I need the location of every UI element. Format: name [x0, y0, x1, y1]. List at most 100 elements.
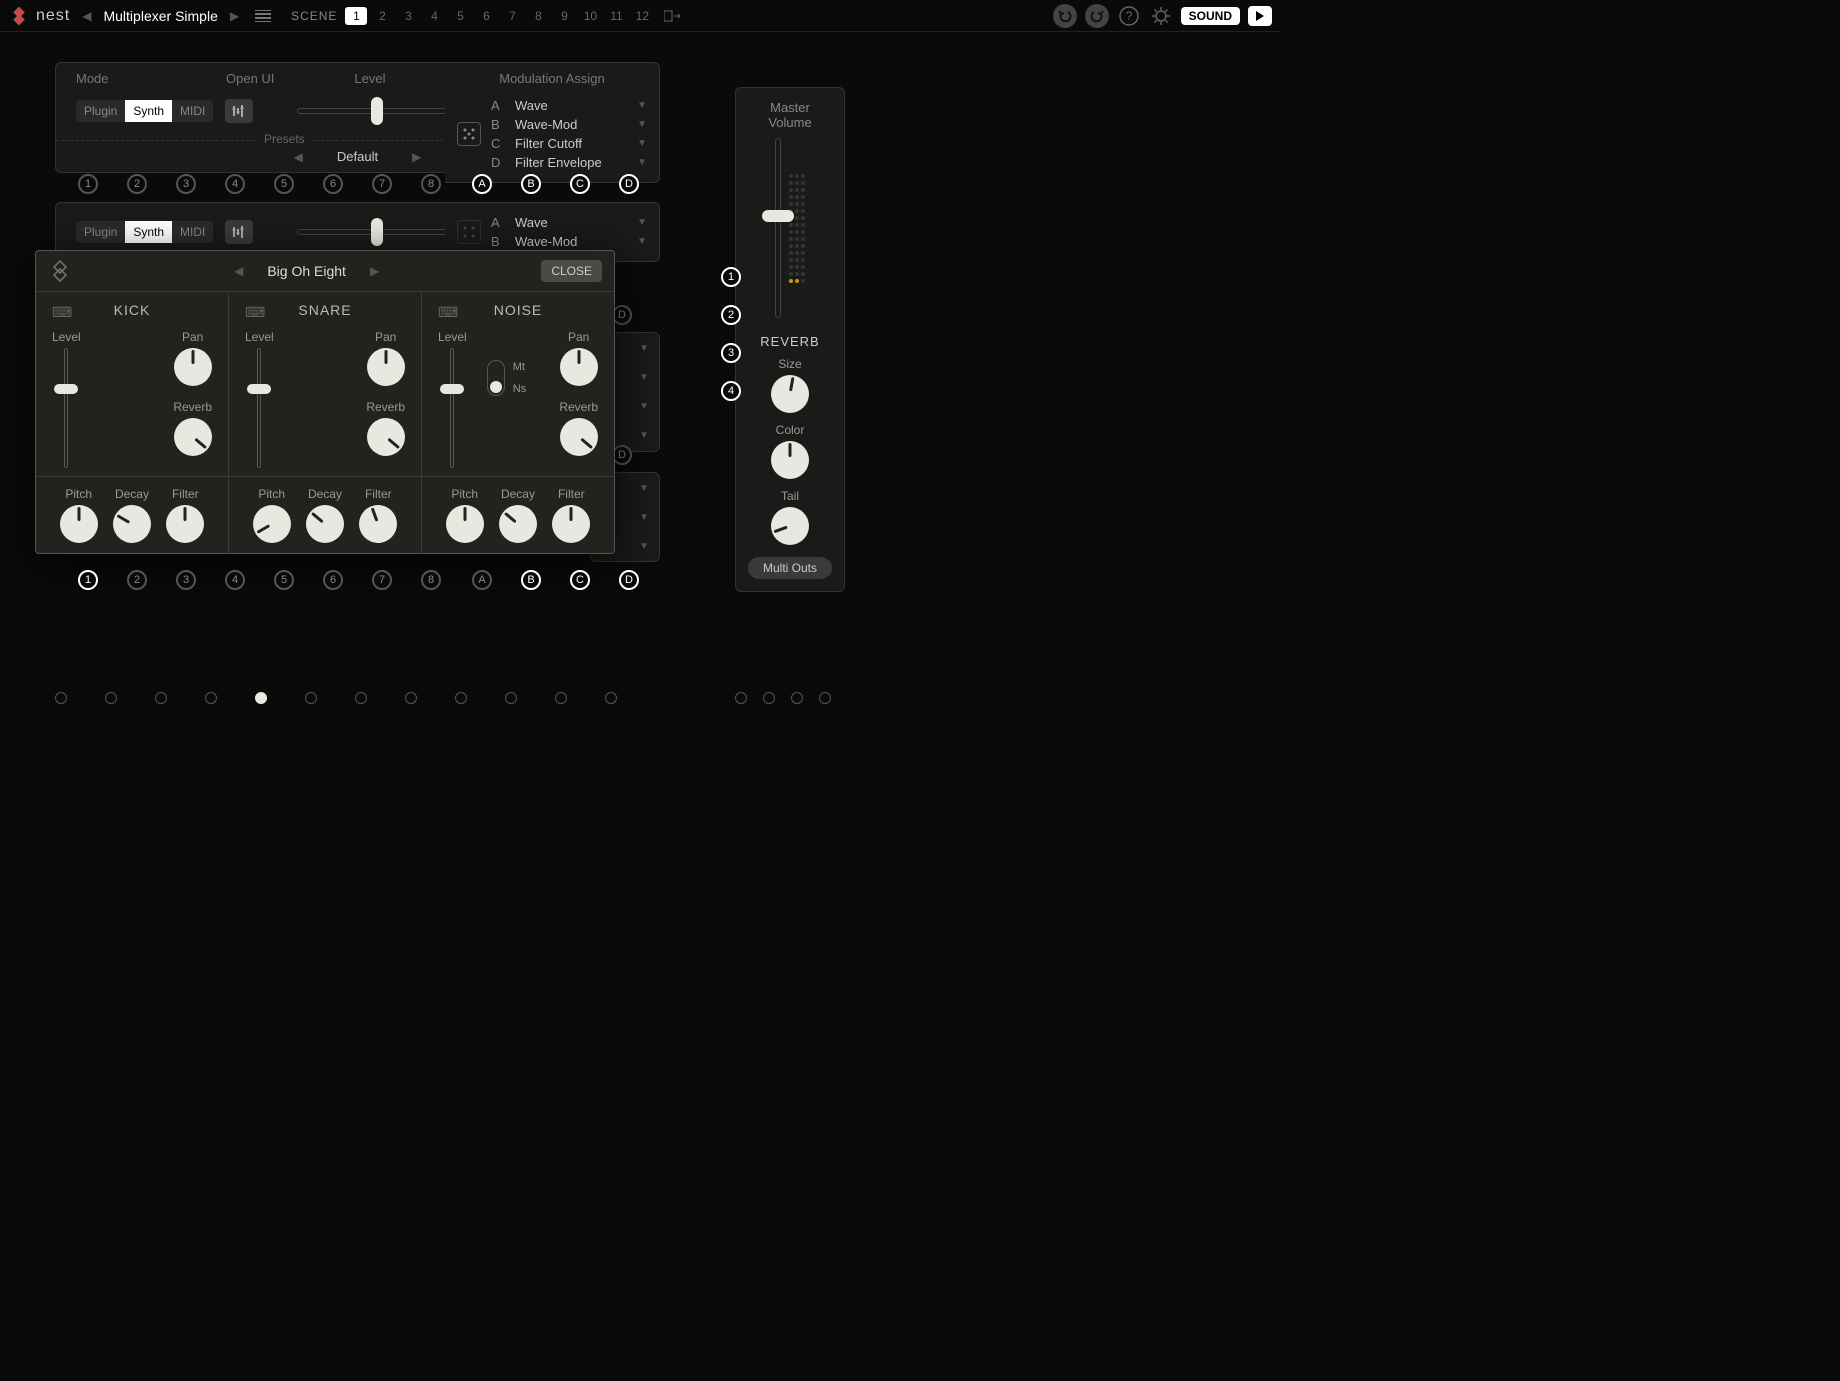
mode-synth[interactable]: Synth [125, 221, 172, 243]
port-d[interactable]: D [612, 305, 632, 325]
scene-button-12[interactable]: 12 [631, 7, 653, 25]
scene-button-2[interactable]: 2 [371, 7, 393, 25]
undo-icon[interactable] [1053, 4, 1077, 28]
mod-row-a[interactable]: AWave▼ [491, 213, 647, 232]
tail-knob[interactable] [771, 507, 809, 545]
randomize-icon-2[interactable] [457, 220, 481, 244]
bottom-port-5[interactable]: 5 [274, 570, 294, 590]
bottom-port-c[interactable]: C [570, 570, 590, 590]
scene-button-4[interactable]: 4 [423, 7, 445, 25]
output-jack[interactable] [155, 692, 167, 704]
master-port-3[interactable]: 3 [721, 343, 741, 363]
port-7[interactable]: 7 [372, 174, 392, 194]
randomize-icon[interactable] [457, 122, 481, 146]
port-d[interactable]: D [612, 445, 632, 465]
port-2[interactable]: 2 [127, 174, 147, 194]
mode-selector[interactable]: PluginSynthMIDI [76, 100, 213, 122]
scene-button-6[interactable]: 6 [475, 7, 497, 25]
port-1[interactable]: 1 [78, 174, 98, 194]
bottom-port-7[interactable]: 7 [372, 570, 392, 590]
output-jack[interactable] [555, 692, 567, 704]
scene-button-7[interactable]: 7 [501, 7, 523, 25]
chevron-down-icon[interactable]: ▼ [639, 512, 649, 523]
chevron-down-icon[interactable]: ▼ [639, 483, 649, 494]
mode-plugin[interactable]: Plugin [76, 221, 125, 243]
decay-knob[interactable] [499, 505, 537, 543]
port-6[interactable]: 6 [323, 174, 343, 194]
port-b[interactable]: B [521, 174, 541, 194]
reverb-knob[interactable] [174, 418, 212, 456]
output-jack[interactable] [605, 692, 617, 704]
port-8[interactable]: 8 [421, 174, 441, 194]
prev-project-icon[interactable]: ◀ [78, 9, 95, 23]
output-jack[interactable] [355, 692, 367, 704]
chevron-down-icon[interactable]: ▼ [639, 372, 649, 383]
scene-button-10[interactable]: 10 [579, 7, 601, 25]
mod-row-c[interactable]: CFilter Cutoff▼ [491, 134, 647, 153]
port-d[interactable]: D [619, 174, 639, 194]
scene-button-1[interactable]: 1 [345, 7, 367, 25]
port-3[interactable]: 3 [176, 174, 196, 194]
bottom-port-d[interactable]: D [619, 570, 639, 590]
preset-name[interactable]: Default [337, 149, 378, 164]
bottom-port-6[interactable]: 6 [323, 570, 343, 590]
mode-midi[interactable]: MIDI [172, 221, 213, 243]
pan-knob[interactable] [367, 348, 405, 386]
level-slider[interactable] [257, 348, 261, 468]
output-jack[interactable] [455, 692, 467, 704]
mod-row-b[interactable]: BWave-Mod▼ [491, 232, 647, 251]
mod-row-a[interactable]: AWave▼ [491, 96, 647, 115]
scene-button-8[interactable]: 8 [527, 7, 549, 25]
bottom-port-a[interactable]: A [472, 570, 492, 590]
reverb-knob[interactable] [367, 418, 405, 456]
output-jack[interactable] [105, 692, 117, 704]
level-slider[interactable] [297, 108, 457, 114]
scene-button-5[interactable]: 5 [449, 7, 471, 25]
master-port-1[interactable]: 1 [721, 267, 741, 287]
level-slider-2[interactable] [297, 229, 457, 235]
multi-outs-button[interactable]: Multi Outs [748, 557, 832, 579]
master-volume-slider[interactable] [775, 138, 781, 318]
output-jack[interactable] [791, 692, 803, 704]
prev-preset-popup-icon[interactable]: ◀ [230, 264, 247, 278]
filter-knob[interactable] [166, 505, 204, 543]
decay-knob[interactable] [306, 505, 344, 543]
bottom-port-2[interactable]: 2 [127, 570, 147, 590]
next-preset-popup-icon[interactable]: ▶ [366, 264, 383, 278]
level-slider[interactable] [450, 348, 454, 468]
output-jack[interactable] [505, 692, 517, 704]
mode-plugin[interactable]: Plugin [76, 100, 125, 122]
bottom-port-b[interactable]: B [521, 570, 541, 590]
decay-knob[interactable] [113, 505, 151, 543]
output-jack[interactable] [819, 692, 831, 704]
filter-knob[interactable] [552, 505, 590, 543]
mt-ns-toggle[interactable] [487, 360, 505, 396]
mode-synth[interactable]: Synth [125, 100, 172, 122]
master-port-2[interactable]: 2 [721, 305, 741, 325]
port-5[interactable]: 5 [274, 174, 294, 194]
mod-row-b[interactable]: BWave-Mod▼ [491, 115, 647, 134]
chevron-down-icon[interactable]: ▼ [639, 343, 649, 354]
master-port-4[interactable]: 4 [721, 381, 741, 401]
filter-knob[interactable] [359, 505, 397, 543]
mod-row-d[interactable]: DFilter Envelope▼ [491, 153, 647, 172]
pitch-knob[interactable] [446, 505, 484, 543]
output-jack[interactable] [405, 692, 417, 704]
port-a[interactable]: A [472, 174, 492, 194]
output-jack[interactable] [255, 692, 267, 704]
level-slider[interactable] [64, 348, 68, 468]
color-knob[interactable] [771, 441, 809, 479]
output-jack[interactable] [735, 692, 747, 704]
mode-selector-2[interactable]: PluginSynthMIDI [76, 221, 213, 243]
bottom-port-1[interactable]: 1 [78, 570, 98, 590]
bottom-port-4[interactable]: 4 [225, 570, 245, 590]
play-button[interactable] [1248, 6, 1272, 26]
pitch-knob[interactable] [60, 505, 98, 543]
redo-icon[interactable] [1085, 4, 1109, 28]
chevron-down-icon[interactable]: ▼ [639, 541, 649, 552]
pan-knob[interactable] [174, 348, 212, 386]
bottom-port-3[interactable]: 3 [176, 570, 196, 590]
output-jack[interactable] [205, 692, 217, 704]
pitch-knob[interactable] [253, 505, 291, 543]
port-c[interactable]: C [570, 174, 590, 194]
